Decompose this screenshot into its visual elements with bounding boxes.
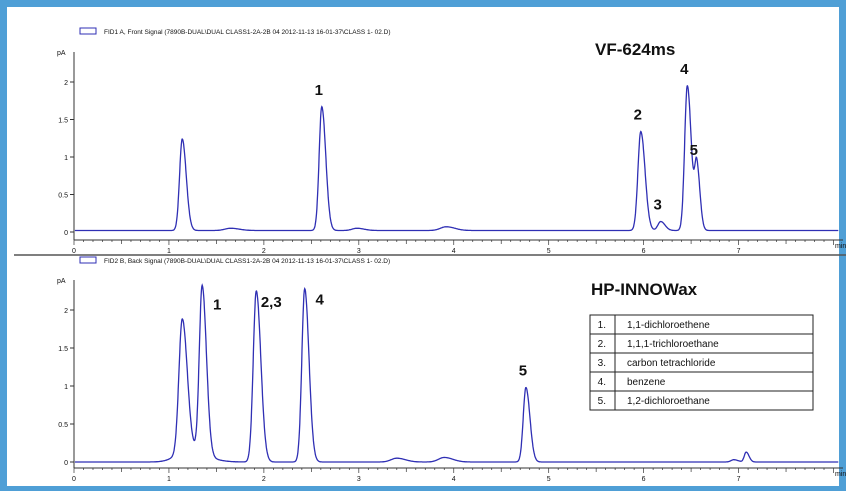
y-tick-label: 2 [64,308,68,315]
compound-name: 1,2-dichloroethane [627,396,710,407]
peak-label: 1 [213,296,221,313]
peak-label: 4 [316,292,325,309]
y-tick-label: 1.5 [58,118,68,125]
table-row: 2. 1,1,1-trichloroethane [589,333,814,354]
x-tick-label: 2 [262,476,266,483]
y-axis-unit-label: pA [57,50,66,57]
compound-number: 2. [598,339,606,350]
compound-number: 3. [598,358,606,369]
x-tick-label: 6 [642,248,646,255]
compound-name: carbon tetrachloride [627,358,716,369]
x-tick-label: 1 [167,476,171,483]
x-tick-label: 1 [167,248,171,255]
table-row: 5. 1,2-dichloroethane [589,390,814,411]
x-tick-label: 3 [357,248,361,255]
compound-name: benzene [627,377,666,388]
x-tick-label: 6 [642,476,646,483]
x-tick-label: 5 [547,476,551,483]
peak-label: 4 [680,61,689,78]
peak-label: 2,3 [261,294,282,311]
compound-name: 1,1-dichloroethene [627,320,710,331]
chromatogram-panel-2: FID2 B, Back Signal (7890B-DUAL\DUAL CLA… [57,256,846,483]
y-tick-label: 0 [64,460,68,467]
peak-label: 1 [315,82,323,99]
column-name-label: VF-624ms [595,40,675,59]
column-name-label: HP-INNOWax [591,280,698,299]
y-tick-label: 1.5 [58,346,68,353]
signal-trace [74,84,839,232]
peak-label: 5 [690,142,698,159]
x-tick-label: 3 [357,476,361,483]
peak-label: 3 [654,197,662,214]
y-axis-unit-label: pA [57,278,66,285]
chromatogram-panel-1: FID1 A, Front Signal (7890B-DUAL\DUAL CL… [57,27,846,255]
compound-name: 1,1,1-trichloroethane [627,339,719,350]
x-tick-label: 7 [737,476,741,483]
chromatogram-figure: FID1 A, Front Signal (7890B-DUAL\DUAL CL… [14,27,846,483]
x-tick-label: 0 [72,248,76,255]
signal-legend-icon [79,256,97,264]
x-tick-label: 4 [452,248,456,255]
signal-legend-icon [79,27,97,35]
table-row: 3. carbon tetrachloride [589,352,814,373]
signal-header: FID1 A, Front Signal (7890B-DUAL\DUAL CL… [104,29,391,36]
y-tick-label: 0 [64,230,68,237]
compound-number: 5. [598,396,606,407]
y-tick-label: 0.5 [58,422,68,429]
table-row: 4. benzene [589,371,814,392]
table-row: 1. 1,1-dichloroethene [589,314,814,335]
y-tick-label: 0.5 [58,193,68,200]
x-tick-label: 7 [737,248,741,255]
y-tick-label: 1 [64,384,68,391]
signal-header: FID2 B, Back Signal (7890B-DUAL\DUAL CLA… [104,258,390,265]
x-tick-label: 4 [452,476,456,483]
x-tick-label: 5 [547,248,551,255]
x-axis-unit-label: min [835,243,846,250]
y-tick-label: 1 [64,155,68,162]
peak-label: 5 [519,363,527,380]
compound-number: 4. [598,377,606,388]
x-axis-unit-label: min [835,471,846,478]
compound-number: 1. [598,320,606,331]
peak-label: 2 [634,107,642,124]
table-row-border [589,390,814,411]
x-tick-label: 2 [262,248,266,255]
y-tick-label: 2 [64,80,68,87]
table-row-border [589,371,814,392]
x-tick-label: 0 [72,476,76,483]
compound-legend-table: 1. 1,1-dichloroethene 2. 1,1,1-trichloroeth… [589,314,814,411]
signal-trace [74,283,839,463]
